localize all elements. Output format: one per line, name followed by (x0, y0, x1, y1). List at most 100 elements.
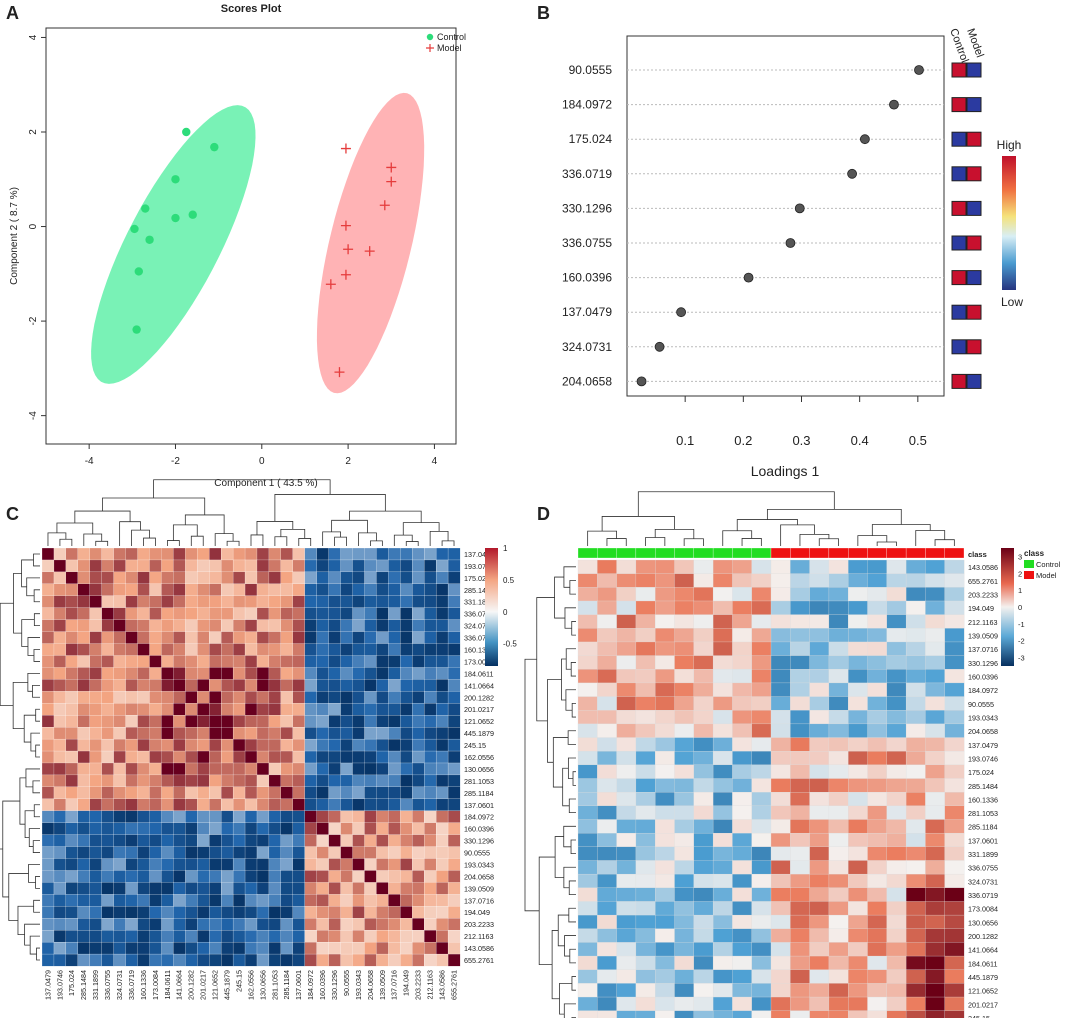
corr-cell (197, 679, 210, 692)
corr-cell (209, 631, 222, 644)
corr-cell (161, 703, 174, 716)
hm-cell (712, 942, 733, 957)
corr-cell (400, 715, 413, 728)
hm-cell (732, 737, 753, 752)
corr-cell (388, 667, 401, 680)
hm-row-label: 324.0731 (968, 877, 998, 886)
corr-row-label: 139.0509 (464, 884, 494, 893)
loading-label: 336.0755 (562, 236, 612, 250)
corr-cell (340, 941, 353, 955)
hm-cell (732, 778, 753, 793)
corr-cell (316, 607, 329, 620)
hm-cell (828, 778, 849, 793)
corr-cell (209, 918, 222, 931)
hm-row-label: 194.049 (968, 604, 994, 613)
corr-cell (197, 703, 210, 716)
corr-cell (221, 858, 234, 871)
hm-cell (828, 682, 849, 697)
corr-cell (400, 631, 413, 644)
corr-cell (400, 882, 413, 895)
hm-cell (944, 587, 965, 602)
corr-cell (149, 547, 162, 561)
hm-cell (848, 778, 868, 793)
hm-cell (655, 600, 675, 615)
hm-cell (751, 805, 772, 820)
hm-cell (693, 600, 714, 615)
corr-cell (435, 691, 449, 704)
hm-cell (848, 737, 868, 752)
hm-class-cell (944, 547, 965, 559)
corr-cell (447, 918, 461, 931)
loading-cell-model (966, 339, 982, 355)
hm-cell (616, 641, 637, 656)
corr-cell (268, 786, 282, 800)
hm-cell (828, 873, 849, 889)
corr-cell (340, 703, 353, 716)
corr-cell (65, 798, 79, 812)
hm-row-label: 137.0716 (968, 645, 998, 654)
hm-cell (809, 573, 830, 588)
corr-cell (447, 762, 461, 776)
corr-cell (435, 822, 449, 835)
corr-cell (352, 858, 365, 871)
hm-cell (655, 696, 675, 711)
corr-cell (209, 727, 222, 740)
corr-cell (316, 691, 329, 704)
hm-cell (809, 655, 830, 670)
corr-cell (435, 547, 449, 561)
hm-cell (886, 901, 907, 916)
hm-cell (751, 969, 772, 984)
corr-cell (268, 750, 282, 764)
corr-cell (376, 822, 389, 835)
corr-cell (280, 810, 294, 824)
hm-row-label: 130.0656 (968, 918, 998, 927)
corr-cell (77, 583, 91, 597)
hm-cell (809, 832, 830, 848)
hm-cell (693, 955, 714, 971)
hm-cell (635, 751, 656, 766)
corr-cell (89, 906, 103, 919)
point-control (145, 235, 154, 244)
corr-cell (447, 559, 461, 573)
corr-cell (435, 846, 449, 859)
corr-cell (268, 595, 282, 609)
corr-cell (53, 918, 67, 931)
hm-cell (597, 723, 617, 738)
loading-point (654, 341, 665, 352)
corr-cell (280, 953, 294, 967)
corr-cell (77, 953, 91, 967)
loading-label: 336.0719 (562, 167, 612, 181)
corr-cell (161, 882, 174, 895)
corr-cell (173, 607, 186, 620)
corr-cell (328, 703, 341, 716)
hm-cell (693, 901, 714, 916)
corr-cell (364, 703, 377, 716)
corr-cell (209, 679, 222, 692)
corr-cell (137, 834, 150, 847)
corr-cell (352, 667, 365, 680)
corr-cell (125, 667, 138, 680)
corr-cell (232, 774, 246, 788)
corr-cell (173, 894, 186, 907)
hm-cell (944, 832, 965, 848)
corr-cell (328, 691, 341, 704)
corr-cell (292, 595, 306, 609)
corr-row-label: 200.1282 (464, 693, 494, 702)
corr-cell (65, 667, 79, 680)
corr-cell (232, 858, 246, 871)
corr-cell (340, 774, 353, 788)
corr-cell (256, 846, 270, 859)
hm-cell (616, 832, 637, 848)
hm-cell (616, 860, 637, 875)
hm-cell (655, 559, 675, 575)
corr-cell (435, 834, 449, 847)
corr-cell (328, 559, 341, 573)
hm-cell (693, 942, 714, 957)
corr-cell (209, 822, 222, 835)
hm-cell (597, 1010, 617, 1018)
hm-cell (732, 641, 753, 656)
corr-cell (280, 774, 294, 788)
hm-cell (809, 682, 830, 697)
corr-cell (53, 619, 67, 632)
hm-cell (751, 832, 772, 848)
